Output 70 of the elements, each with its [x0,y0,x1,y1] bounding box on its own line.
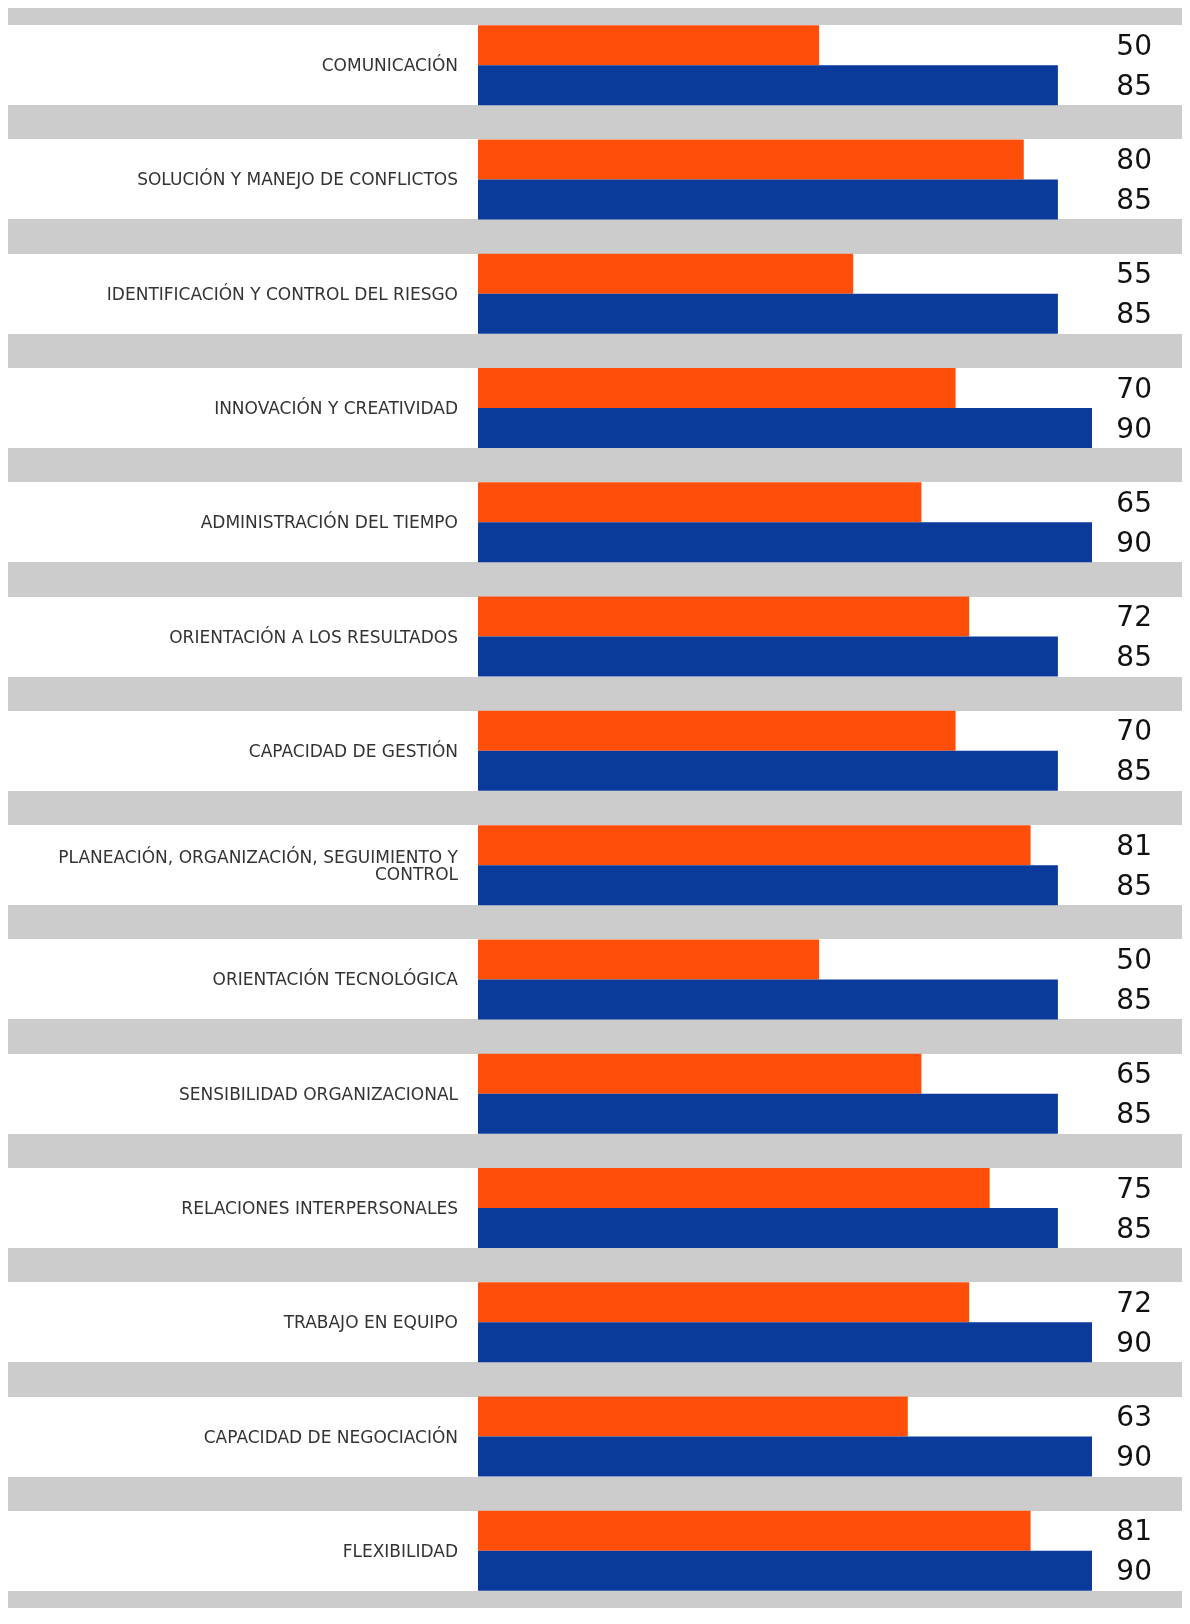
data-label: 50 [1116,28,1152,62]
data-label: 85 [1116,297,1152,331]
data-label: 90 [1116,411,1152,445]
data-label: 80 [1116,142,1152,176]
data-label: 65 [1116,1057,1152,1091]
data-label: 90 [1116,1554,1152,1588]
y-tick-label: RELACIONES INTERPERSONALES [181,1198,458,1219]
bar [478,25,820,66]
bar [478,1053,922,1094]
bar [478,179,1058,220]
bar [478,65,1058,106]
data-label: 81 [1116,1514,1152,1548]
bar [478,253,854,294]
bar [478,1282,970,1323]
bar [478,1168,990,1208]
bar [478,1396,908,1437]
y-tick-label: IDENTIFICACIÓN Y CONTROL DEL RIESGO [106,282,458,304]
y-tick-label: SOLUCIÓN Y MANEJO DE CONFLICTOS [137,168,458,190]
y-tick-label: COMUNICACIÓN [321,54,458,76]
bar [478,750,1058,791]
data-label: 85 [1116,182,1152,216]
bar [478,939,820,980]
data-label: 70 [1116,371,1152,405]
data-label: 85 [1116,982,1152,1016]
data-label: 63 [1116,1400,1152,1434]
y-tick-label: SENSIBILIDAD ORGANIZACIONAL [179,1083,459,1104]
data-label: 85 [1116,640,1152,674]
y-tick-label: FLEXIBILIDAD [342,1540,458,1561]
data-label: 50 [1116,942,1152,976]
data-label: 90 [1116,1325,1152,1359]
data-label: 85 [1116,754,1152,788]
data-label: 55 [1116,257,1152,291]
bar [478,1510,1031,1551]
y-tick-label: ADMINISTRACIÓN DEL TIEMPO [200,511,458,533]
data-label: 72 [1116,600,1152,634]
y-tick-label: TRABAJO EN EQUIPO [282,1312,458,1333]
data-label: 85 [1116,1211,1152,1245]
y-tick-label: CAPACIDAD DE GESTIÓN [248,739,458,761]
y-tick-label: INNOVACIÓN Y CREATIVIDAD [214,397,458,419]
bar [478,482,922,523]
bar [478,710,956,751]
bar [478,368,956,408]
bar [478,1550,1092,1591]
bar [478,596,970,637]
bar [478,1322,1092,1363]
data-label: 72 [1116,1285,1152,1319]
bar [478,865,1058,906]
data-label: 85 [1116,1097,1152,1131]
data-label: 81 [1116,828,1152,862]
data-label: 65 [1116,485,1152,519]
data-label: 90 [1116,1440,1152,1474]
bar [478,408,1092,448]
bar [478,522,1092,563]
bar [478,636,1058,677]
data-label: 85 [1116,868,1152,902]
bar [478,979,1058,1020]
bar [478,1208,1058,1248]
data-label: 70 [1116,714,1152,748]
data-label: 85 [1116,68,1152,102]
data-label: 90 [1116,525,1152,559]
bar [478,293,1058,334]
data-label: 75 [1116,1171,1152,1205]
y-tick-label: CAPACIDAD DE NEGOCIACIÓN [203,1425,458,1447]
y-tick-label: ORIENTACIÓN TECNOLÓGICA [212,968,459,990]
bar [478,825,1031,866]
y-tick-label: PLANEACIÓN, ORGANIZACIÓN, SEGUIMIENTO Y CONTROL [58,845,459,884]
bar [478,1436,1092,1477]
bar [478,139,1024,180]
bar [478,1093,1058,1134]
y-tick-label: ORIENTACIÓN A LOS RESULTADOS [169,625,458,647]
